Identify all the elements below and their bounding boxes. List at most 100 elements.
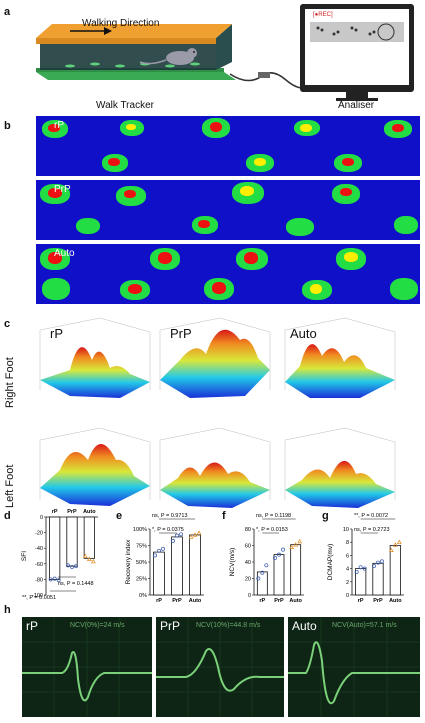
point-e-rP: [161, 546, 165, 551]
point-d-rP: [56, 578, 61, 583]
panel-label-d: d: [4, 510, 11, 522]
ylabel-f: NCV(m/s): [229, 548, 236, 577]
annotation-f: ns, P = 0.1198: [256, 513, 291, 519]
category-label-g: rP: [358, 598, 364, 604]
tick-label-e: 75%: [136, 544, 147, 550]
heatmap-row-rp: rP: [36, 116, 420, 176]
trace-panel-rp: rP NCV(0%)=24 m/s: [22, 617, 152, 717]
row-label-right-foot: Right Foot: [4, 357, 16, 408]
point-e-rP: [153, 553, 157, 558]
trace-ncv-rp: NCV(0%)=24 m/s: [70, 622, 125, 629]
point-g-Auto: [396, 539, 402, 545]
point-g-rP: [354, 569, 359, 574]
point-g-PrP: [376, 560, 380, 565]
tick-label-d: -20: [35, 531, 43, 537]
point-d-PrP: [74, 564, 78, 569]
annotation-e: *, P = 0.0375: [152, 527, 184, 533]
tick-label-g: 4: [346, 567, 349, 573]
bar-charts: 0 -20 -40 -60 -80 -100 SFI rP PrP Auto ns, P = 0.1…: [21, 509, 404, 604]
point-e-PrP: [175, 533, 179, 538]
category-label-e: Auto: [189, 598, 202, 604]
point-d-Auto: [82, 553, 88, 558]
trace-label-rp: rP: [26, 619, 38, 633]
panel-label-a: a: [4, 6, 11, 18]
point-g-rP: [362, 566, 367, 571]
walk-direction-label: Walking Direction: [82, 18, 160, 29]
point-f-PrP: [277, 552, 281, 557]
point-f-rP: [260, 570, 265, 575]
bar-g-Auto: [389, 545, 401, 596]
point-f-Auto: [293, 542, 299, 547]
bar-f-rP: [256, 571, 268, 596]
bar-d-rP: [49, 516, 61, 580]
trace-label-prp: PrP: [160, 619, 181, 633]
point-f-PrP: [281, 547, 285, 552]
bar-e-rP: [153, 551, 165, 596]
point-f-PrP: [273, 555, 277, 560]
point-d-rP: [48, 577, 53, 582]
annotation-g: **, P = 0.0072: [354, 513, 388, 519]
point-g-Auto: [388, 547, 394, 552]
trace-panel-prp: PrP NCV(10%)=44.8 m/s: [156, 617, 284, 717]
tick-label-f: 80: [245, 527, 251, 533]
panel-label-e: e: [116, 510, 123, 522]
ylabel-g: DCMAP(mv): [327, 544, 334, 580]
tick-label-f: 20: [245, 577, 251, 583]
category-label-e: PrP: [172, 598, 182, 604]
tick-label-g: 10: [343, 527, 349, 533]
heatmap-row-prp: PrP: [36, 180, 420, 240]
annotation-d: **, P = 0.0051: [22, 595, 56, 601]
tick-label-d: -40: [35, 546, 43, 552]
heatmap-label-prp: PrP: [54, 184, 71, 195]
annotation-e: ns, P = 0.9713: [152, 513, 188, 519]
panel-label-g: g: [322, 510, 329, 522]
bar-e-PrP: [171, 536, 183, 596]
tick-label-d: -80: [35, 577, 43, 583]
tick-label-f: 0: [248, 593, 251, 599]
bar-e-Auto: [189, 534, 201, 596]
point-e-Auto: [196, 530, 202, 535]
annotation-d: ns, P = 0.1448: [58, 581, 94, 587]
panel-label-b: b: [4, 120, 11, 132]
tick-label-e: 100%: [133, 527, 147, 533]
ylabel-e: Recovery index: [125, 539, 132, 585]
surface-col-label-prp: PrP: [170, 326, 192, 341]
tick-label-g: 6: [346, 553, 349, 559]
panel-a: Walking Direction [●REC] Walk Tracker An…: [0, 0, 425, 118]
point-e-PrP: [179, 532, 183, 537]
analiser-caption: Analiser: [338, 100, 375, 111]
point-d-Auto: [86, 556, 92, 561]
bar-d-Auto: [83, 516, 95, 559]
point-d-PrP: [70, 564, 74, 569]
annotation-f: *, P = 0.0153: [256, 527, 288, 533]
point-e-Auto: [192, 532, 198, 537]
panel-label-c: c: [4, 318, 11, 330]
trace-label-auto: Auto: [292, 619, 317, 633]
tick-label-e: 50%: [136, 560, 147, 566]
point-e-rP: [157, 548, 161, 553]
point-d-PrP: [66, 563, 70, 568]
tick-label-d: 0: [40, 515, 43, 521]
category-label-d: rP: [52, 509, 58, 515]
category-label-f: rP: [259, 598, 265, 604]
point-g-rP: [358, 565, 363, 570]
surface-plots: [39, 317, 396, 508]
heatmap-label-auto: Auto: [54, 248, 75, 259]
tick-label-g: 8: [346, 540, 349, 546]
bar-g-rP: [355, 568, 367, 596]
heatmap-label-rp: rP: [54, 120, 64, 131]
tick-label-e: 0%: [139, 593, 147, 599]
trace-ncv-prp: NCV(10%)=44.8 m/s: [196, 622, 261, 629]
point-g-PrP: [372, 564, 376, 568]
category-label-d: Auto: [83, 509, 96, 515]
tick-label-g: 2: [346, 580, 349, 586]
surface-col-label-auto: Auto: [290, 326, 317, 341]
point-d-Auto: [90, 558, 96, 564]
bar-f-PrP: [273, 554, 285, 596]
category-label-f: Auto: [289, 598, 302, 604]
trace-ncv-auto: NCV(Auto)=57.1 m/s: [332, 622, 397, 629]
annotation-g: ns, P = 0.2723: [354, 527, 390, 533]
point-e-Auto: [188, 534, 194, 539]
walk-tracker-illustration: [36, 4, 414, 101]
bar-g-PrP: [372, 562, 384, 596]
